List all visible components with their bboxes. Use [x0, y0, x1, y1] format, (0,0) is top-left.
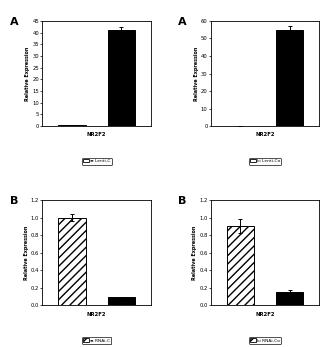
- Text: A: A: [10, 17, 18, 27]
- Y-axis label: Relative Expression: Relative Expression: [194, 46, 199, 101]
- Legend: ≡ Lenti-C: ≡ Lenti-C: [82, 158, 111, 165]
- Bar: [227, 226, 254, 305]
- Bar: [58, 218, 86, 305]
- Bar: [276, 292, 304, 305]
- Text: B: B: [178, 196, 186, 206]
- Legend: ki Lenti-Co: ki Lenti-Co: [249, 158, 281, 165]
- Legend: ki RNAi-Co: ki RNAi-Co: [249, 337, 281, 344]
- Bar: [276, 29, 304, 126]
- X-axis label: NR2F2: NR2F2: [255, 133, 275, 137]
- Y-axis label: Relative Expression: Relative Expression: [24, 226, 29, 280]
- Y-axis label: Relative Expression: Relative Expression: [25, 46, 30, 101]
- Text: A: A: [178, 17, 187, 27]
- X-axis label: NR2F2: NR2F2: [255, 312, 275, 316]
- X-axis label: NR2F2: NR2F2: [87, 312, 107, 316]
- Bar: [108, 297, 135, 305]
- Legend: ≡ RNAi-C: ≡ RNAi-C: [82, 337, 111, 344]
- Text: B: B: [10, 196, 18, 206]
- Bar: [58, 125, 86, 126]
- X-axis label: NR2F2: NR2F2: [87, 133, 107, 137]
- Y-axis label: Relative Expression: Relative Expression: [192, 226, 197, 280]
- Bar: [108, 30, 135, 126]
